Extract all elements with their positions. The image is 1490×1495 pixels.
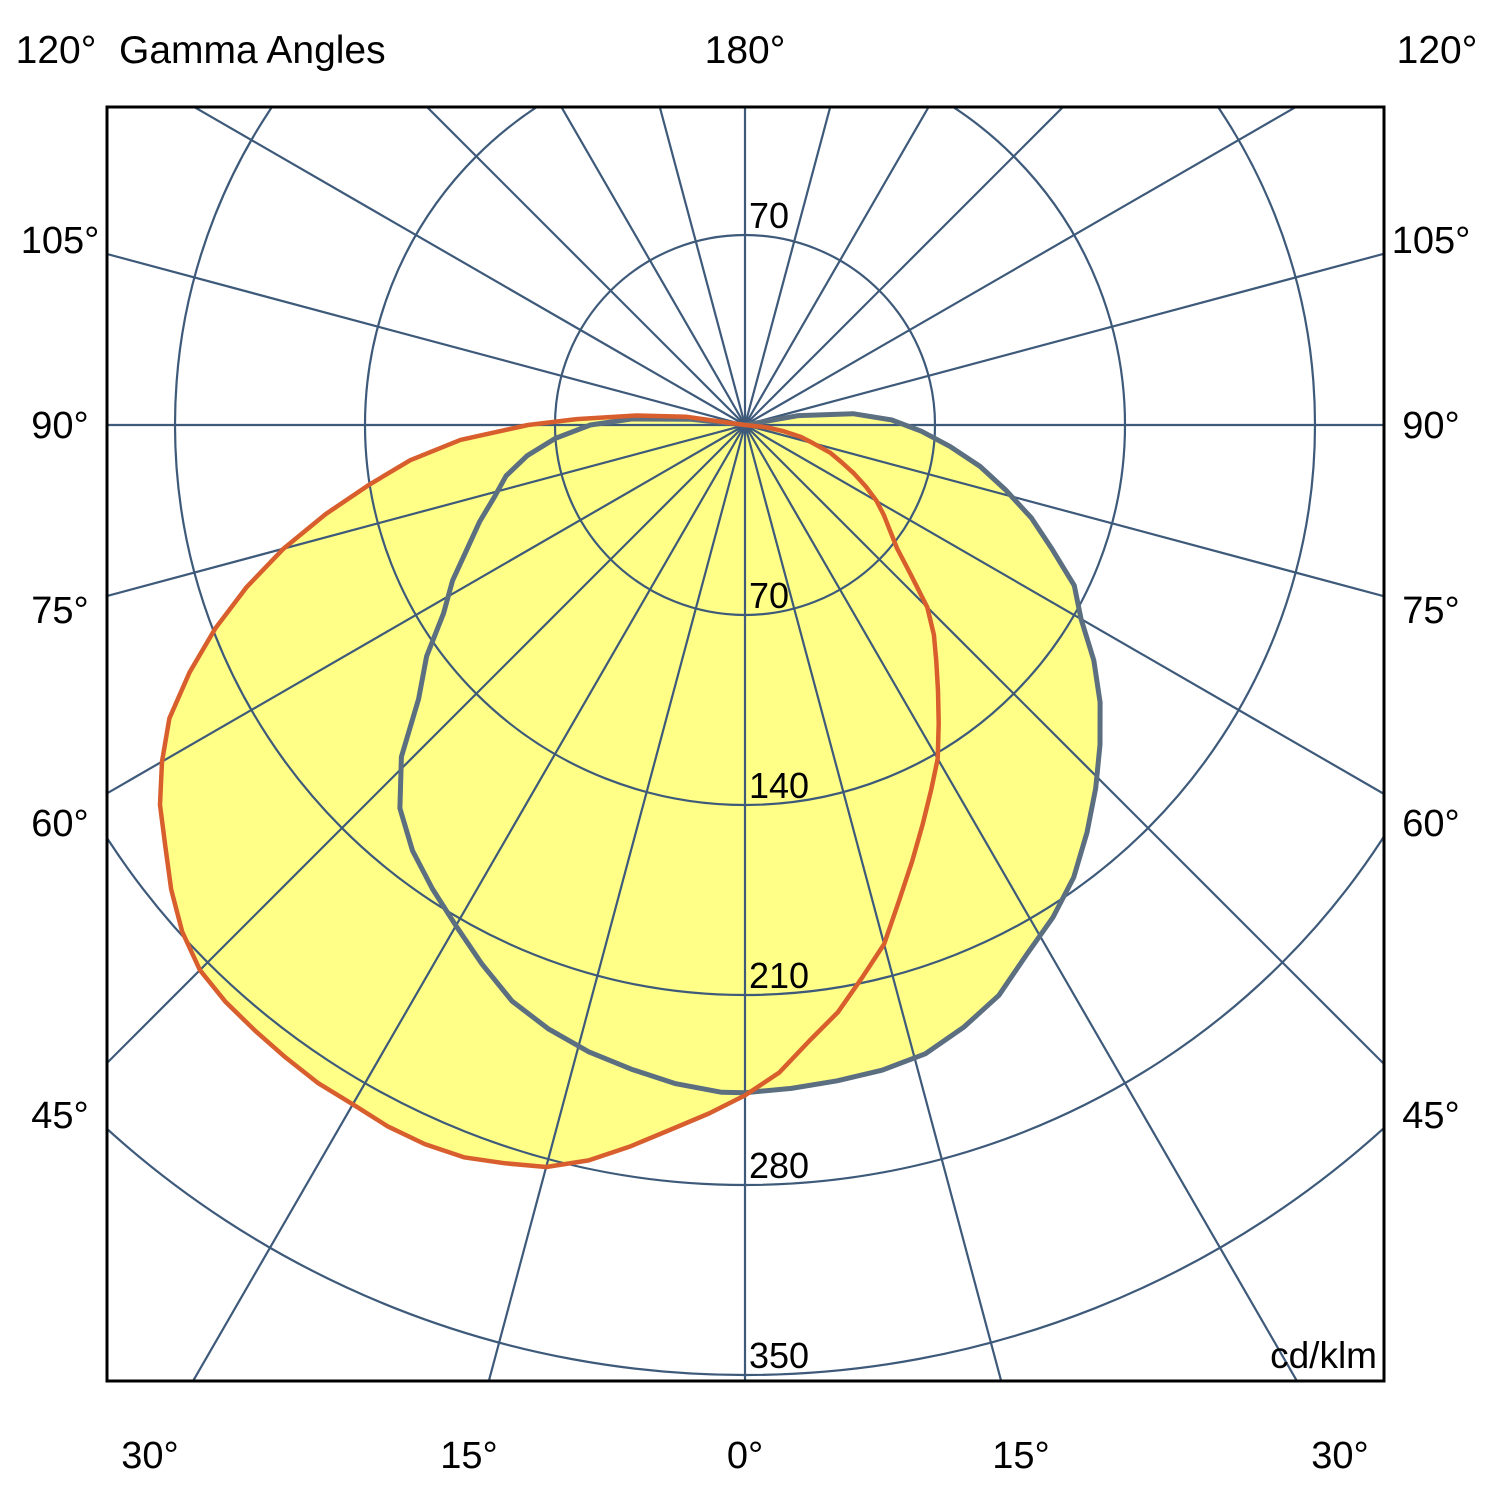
gamma-label-bottom-15: 15° (992, 1435, 1049, 1477)
value-ring-210 (174, 107, 1316, 996)
value-ring-70 (553, 233, 937, 617)
corner-gamma-label-left: 120° (16, 29, 97, 72)
gamma-label-right-45: 45° (1402, 1095, 1459, 1137)
gamma-ray-15 (743, 424, 1003, 1381)
gamma-label-left-75: 75° (31, 590, 88, 632)
gamma-ray--150 (560, 107, 746, 426)
gamma-label-left-105: 105° (21, 220, 100, 262)
gamma-ray-120 (744, 107, 1299, 426)
gamma-ray-60 (744, 424, 1384, 796)
gamma-label-right-90: 90° (1402, 405, 1459, 447)
gamma-ray-150 (744, 107, 930, 426)
gamma-label-right-60: 60° (1402, 803, 1459, 845)
intensity-curves (157, 411, 1103, 1170)
gamma-label-left-45: 45° (31, 1095, 88, 1137)
radial-tick-label-upper-70: 70 (749, 195, 789, 236)
gamma-ray-135 (744, 107, 1065, 426)
gamma-label-bottom-30: 30° (1311, 1435, 1368, 1477)
unit-label: cd/klm (1270, 1335, 1377, 1376)
radial-tick-label-350: 350 (749, 1335, 809, 1376)
radial-tick-label-140: 140 (749, 765, 809, 806)
gamma-label-bottom--15: 15° (440, 1435, 497, 1477)
red_curve (157, 413, 941, 1170)
gamma-ray--75 (107, 423, 746, 598)
gamma-label-left-90: 90° (31, 405, 88, 447)
radial-tick-label-210: 210 (749, 955, 809, 996)
gamma-label-bottom-0: 0° (727, 1435, 763, 1477)
gamma-ray--120 (191, 107, 746, 426)
gamma-label-right-75: 75° (1402, 590, 1459, 632)
gamma-ray--60 (107, 424, 746, 795)
chart-title: Gamma Angles (119, 29, 386, 72)
gamma-ray-75 (744, 423, 1384, 598)
axis-labels: 45° 45° 60° 60° 75° 75° 90° 90° 105° 105° 30° 15° 0°… (21, 195, 1471, 1477)
radial-tick-label-280: 280 (749, 1145, 809, 1186)
top-gamma-label: 180° (705, 29, 786, 72)
gamma-label-left-60: 60° (31, 803, 88, 845)
gamma-ray--135 (425, 107, 746, 426)
value-ring-140 (364, 107, 1126, 806)
intensity-fill-lobes (160, 413, 1101, 1167)
gamma-ray--165 (658, 107, 747, 426)
gamma-ray-105 (744, 252, 1384, 427)
gamma-ray--45 (107, 424, 746, 1065)
value-ring-280 (107, 834, 1384, 1186)
gamma-label-right-105: 105° (1392, 220, 1471, 262)
plot-border (105, 105, 1386, 1383)
radial-tick-label-70: 70 (749, 575, 789, 616)
gamma-ray-30 (744, 424, 1299, 1381)
corner-gamma-label-right: 120° (1397, 29, 1478, 72)
value-ring-350 (107, 1126, 1384, 1376)
gamma-ray-165 (743, 107, 832, 426)
gamma-ray--105 (107, 252, 746, 427)
gamma-label-bottom--30: 30° (121, 1435, 178, 1477)
gamma-ray--30 (191, 424, 746, 1381)
gamma-ray--15 (487, 424, 747, 1381)
